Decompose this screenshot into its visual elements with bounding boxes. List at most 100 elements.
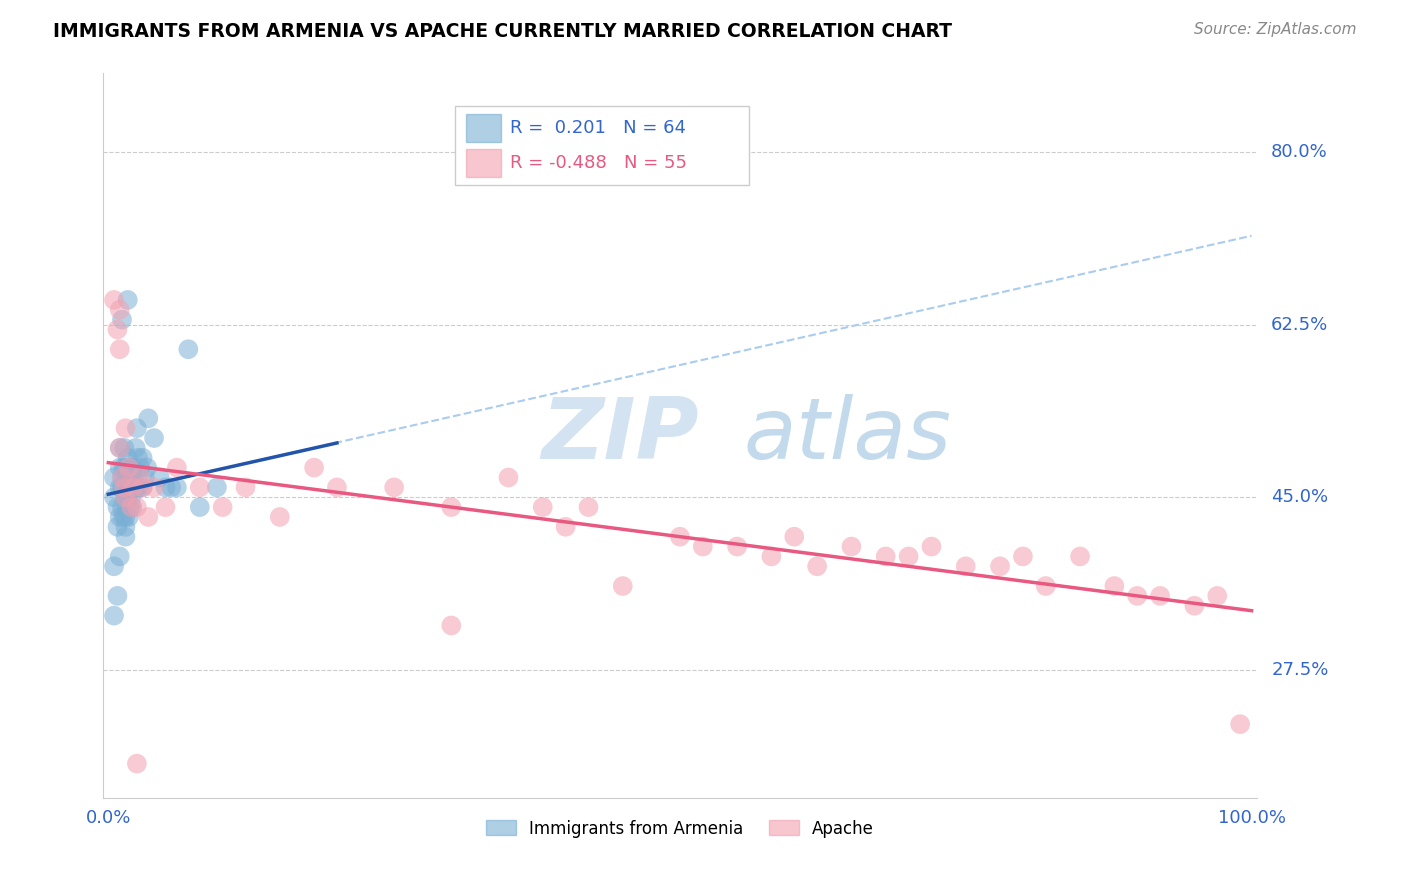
Point	[118, 460, 141, 475]
Point	[111, 470, 134, 484]
Bar	[467, 114, 501, 142]
Point	[669, 530, 692, 544]
Point	[131, 450, 153, 465]
Point	[112, 480, 135, 494]
Point	[111, 500, 134, 514]
Point	[118, 480, 141, 494]
Point	[111, 470, 134, 484]
Point	[692, 540, 714, 554]
Point	[783, 530, 806, 544]
Point	[125, 756, 148, 771]
Point	[440, 618, 463, 632]
Point	[125, 441, 148, 455]
Point	[155, 500, 177, 514]
Point	[121, 480, 143, 494]
Point	[440, 500, 463, 514]
Point	[578, 500, 600, 514]
Point	[531, 500, 554, 514]
Point	[107, 322, 129, 336]
Point	[115, 500, 138, 514]
Point	[136, 411, 159, 425]
Point	[302, 460, 325, 475]
Point	[114, 460, 136, 475]
Point	[120, 500, 142, 514]
Point	[235, 480, 257, 494]
Text: ZIP: ZIP	[541, 394, 699, 477]
Point	[988, 559, 1011, 574]
Point	[107, 500, 129, 514]
Point	[1069, 549, 1091, 564]
Point	[1184, 599, 1206, 613]
Point	[1012, 549, 1035, 564]
Point	[117, 293, 139, 307]
Point	[382, 480, 405, 494]
Point	[1229, 717, 1251, 731]
Text: R = -0.488   N = 55: R = -0.488 N = 55	[510, 154, 688, 172]
Point	[115, 480, 138, 494]
Point	[806, 559, 828, 574]
Text: 62.5%: 62.5%	[1271, 316, 1329, 334]
Point	[103, 559, 125, 574]
Point	[1035, 579, 1057, 593]
Point	[122, 480, 145, 494]
Point	[1206, 589, 1229, 603]
Point	[118, 500, 141, 514]
Point	[149, 470, 172, 484]
Point	[188, 500, 211, 514]
Point	[103, 608, 125, 623]
Point	[129, 470, 152, 484]
Point	[554, 520, 576, 534]
Point	[127, 450, 149, 465]
Point	[120, 470, 142, 484]
Point	[103, 470, 125, 484]
Point	[955, 559, 977, 574]
Text: 80.0%: 80.0%	[1271, 143, 1327, 161]
Point	[498, 470, 520, 484]
Point	[108, 460, 131, 475]
Point	[166, 480, 188, 494]
Point	[612, 579, 634, 593]
Point	[108, 441, 131, 455]
Point	[112, 480, 135, 494]
Point	[131, 480, 153, 494]
Point	[103, 490, 125, 504]
Point	[108, 480, 131, 494]
Text: R =  0.201   N = 64: R = 0.201 N = 64	[510, 120, 686, 137]
Point	[155, 480, 177, 494]
Point	[129, 460, 152, 475]
Point	[326, 480, 349, 494]
Point	[125, 421, 148, 435]
Point	[125, 480, 148, 494]
Point	[112, 441, 135, 455]
Point	[188, 480, 211, 494]
Point	[108, 343, 131, 357]
Point	[114, 530, 136, 544]
Point	[111, 480, 134, 494]
Point	[114, 490, 136, 504]
Point	[205, 480, 228, 494]
Point	[125, 500, 148, 514]
Point	[118, 470, 141, 484]
Point	[107, 520, 129, 534]
Point	[121, 500, 143, 514]
Point	[114, 520, 136, 534]
Point	[143, 431, 166, 445]
Point	[108, 510, 131, 524]
Point	[160, 480, 183, 494]
Text: 27.5%: 27.5%	[1271, 661, 1329, 679]
Point	[725, 540, 748, 554]
Point	[115, 470, 138, 484]
Point	[177, 343, 200, 357]
Point	[1104, 579, 1126, 593]
Point	[122, 460, 145, 475]
Point	[166, 460, 188, 475]
Text: IMMIGRANTS FROM ARMENIA VS APACHE CURRENTLY MARRIED CORRELATION CHART: IMMIGRANTS FROM ARMENIA VS APACHE CURREN…	[53, 22, 952, 41]
Point	[136, 460, 159, 475]
Point	[1126, 589, 1149, 603]
Point	[211, 500, 233, 514]
Legend: Immigrants from Armenia, Apache: Immigrants from Armenia, Apache	[479, 813, 880, 844]
Point	[897, 549, 920, 564]
Point	[118, 460, 141, 475]
Point	[920, 540, 942, 554]
Point	[114, 421, 136, 435]
